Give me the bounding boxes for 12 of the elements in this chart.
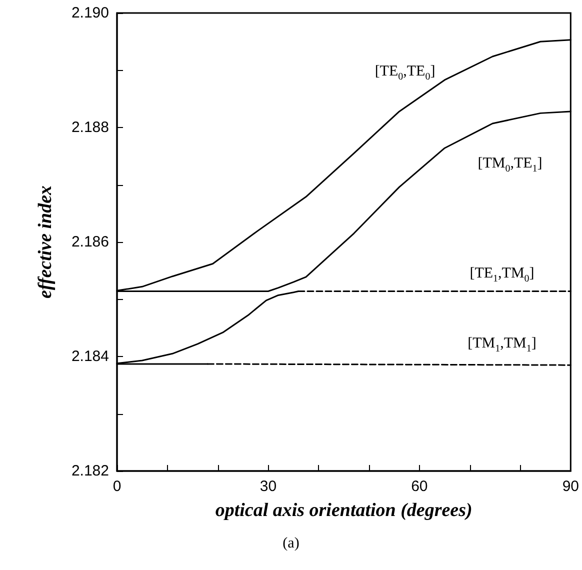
- x-tick-label: 90: [562, 478, 579, 495]
- y-tick-label: 2.184: [71, 348, 109, 365]
- y-axis-title: effective index: [35, 184, 56, 299]
- y-tick-label: 2.182: [71, 462, 109, 480]
- text: (a): [282, 536, 300, 552]
- x-tick-label: 30: [260, 478, 277, 495]
- y-tick-label: 2.190: [71, 4, 109, 22]
- x-axis-title: optical axis orientation (degrees): [215, 500, 472, 521]
- y-tick-label: 2.186: [71, 234, 109, 250]
- x-tick-label: 60: [411, 478, 428, 495]
- x-tick-label: 0: [112, 478, 122, 495]
- y-tick-label: 2.188: [71, 119, 109, 136]
